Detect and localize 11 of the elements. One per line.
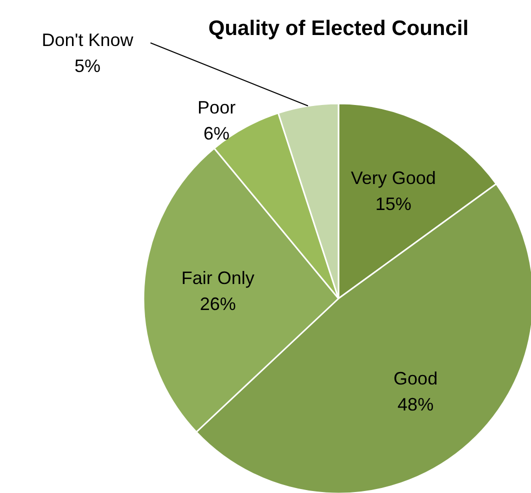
slice-label: Fair Only [181, 268, 254, 288]
data-label: 26% [200, 294, 236, 314]
slice-label: Very Good [350, 168, 436, 188]
slice-label: Don't Know [42, 30, 134, 50]
data-label: 15% [375, 194, 412, 214]
chart-title: Quality of Elected Council [208, 17, 469, 40]
data-label: 6% [204, 124, 230, 144]
data-label: 48% [398, 394, 434, 415]
slice-label: Good [394, 368, 438, 389]
data-label: 5% [74, 56, 101, 76]
slice-label: Poor [198, 98, 236, 118]
